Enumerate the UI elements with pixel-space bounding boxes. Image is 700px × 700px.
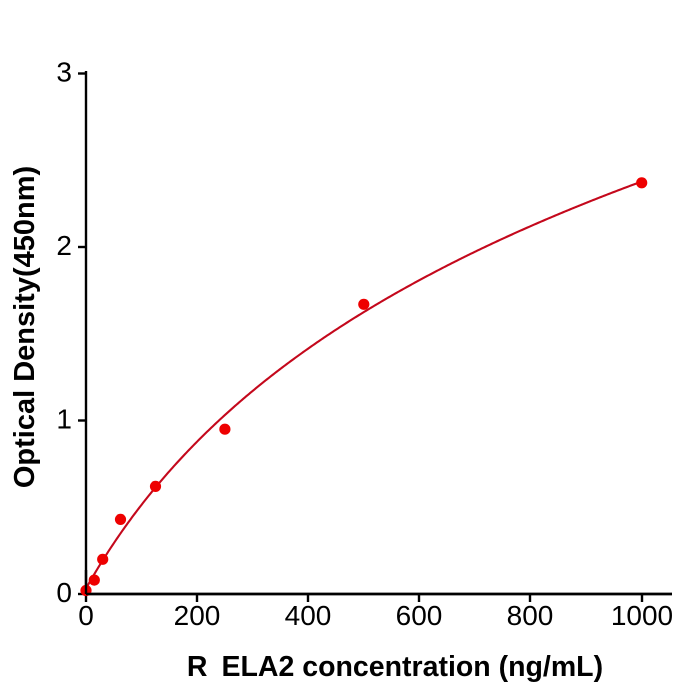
svg-text:3: 3 [56, 57, 72, 88]
svg-text:800: 800 [507, 600, 554, 631]
svg-text:1000: 1000 [611, 600, 673, 631]
svg-text:Optical Density(450nm): Optical Density(450nm) [9, 166, 41, 488]
svg-text:400: 400 [285, 600, 332, 631]
svg-text:2: 2 [56, 230, 72, 261]
svg-text:0: 0 [56, 577, 72, 608]
svg-text:200: 200 [174, 600, 221, 631]
svg-text:0: 0 [78, 600, 94, 631]
svg-text:600: 600 [396, 600, 443, 631]
svg-text:1: 1 [56, 404, 72, 435]
